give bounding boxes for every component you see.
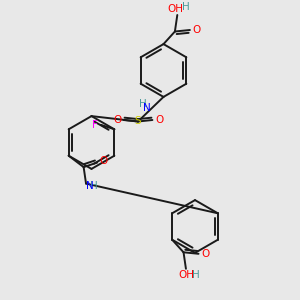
- Text: F: F: [92, 120, 98, 130]
- Text: O: O: [201, 249, 209, 259]
- Text: OH: OH: [167, 4, 183, 14]
- Text: O: O: [99, 156, 107, 166]
- Text: H: H: [140, 99, 147, 109]
- Text: O: O: [155, 115, 163, 125]
- Text: O: O: [192, 25, 201, 35]
- Text: H: H: [182, 2, 190, 13]
- Text: OH: OH: [178, 270, 194, 280]
- Text: N: N: [86, 181, 94, 191]
- Text: H: H: [192, 270, 200, 280]
- Text: H: H: [90, 181, 98, 191]
- Text: N: N: [143, 103, 151, 113]
- Text: S: S: [135, 116, 141, 127]
- Text: O: O: [113, 115, 121, 125]
